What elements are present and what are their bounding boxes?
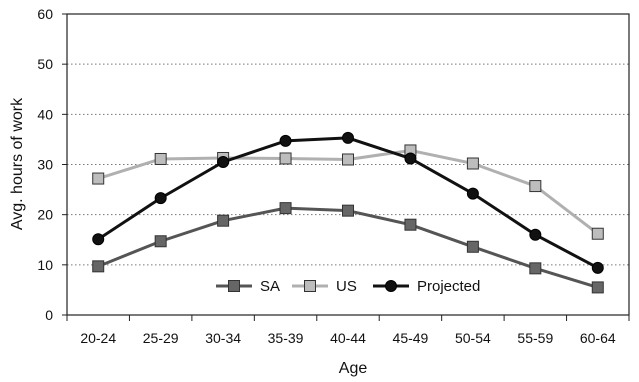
legend-marker-sa (228, 280, 240, 292)
point-us (466, 157, 479, 170)
point-projected (529, 228, 542, 241)
point-sa (92, 260, 105, 273)
y-tick-label: 0 (45, 307, 53, 323)
legend-label-us: US (336, 278, 357, 295)
legend-marker-projected (385, 280, 397, 292)
y-tick-label: 60 (37, 6, 53, 22)
legend-label-projected: Projected (417, 278, 480, 295)
x-tick-label: 30-34 (205, 330, 241, 346)
legend-marker-us (304, 280, 316, 292)
x-tick-label: 20-24 (80, 330, 116, 346)
x-tick-label: 50-54 (455, 330, 491, 346)
series-layer (92, 131, 604, 294)
x-tick-label: 25-29 (143, 330, 179, 346)
series-projected (92, 131, 604, 274)
point-projected (279, 134, 292, 147)
legend-label-sa: SA (260, 278, 280, 295)
point-us (591, 227, 604, 240)
point-us (342, 153, 354, 166)
series-line-sa (97, 206, 599, 289)
y-tick-label: 50 (37, 56, 53, 72)
point-projected (342, 131, 354, 144)
point-sa (529, 262, 542, 275)
x-axis-ticks: 20-24 25-29 30-34 35-39 40-44 45-49 50-54 55-59… (66, 315, 630, 346)
legend-item-sa: SA (216, 278, 280, 295)
x-axis-label: Age (339, 360, 368, 377)
point-sa (591, 281, 604, 294)
point-projected (92, 233, 105, 246)
point-projected (217, 155, 230, 168)
point-sa (217, 214, 230, 227)
point-projected (466, 187, 479, 200)
point-sa (404, 218, 417, 231)
x-tick-label: 55-59 (517, 330, 553, 346)
x-tick-label: 35-39 (268, 330, 304, 346)
legend-item-us: US (292, 278, 357, 295)
x-tick-label: 60-64 (580, 330, 616, 346)
x-tick-label: 45-49 (393, 330, 429, 346)
series-sa (92, 202, 604, 294)
point-us (529, 180, 542, 193)
legend-item-projected: Projected (373, 278, 480, 295)
y-tick-label: 20 (37, 207, 53, 223)
y-axis-ticks: 0 10 20 30 40 50 60 (37, 6, 67, 323)
point-projected (154, 192, 167, 205)
y-tick-label: 30 (37, 157, 53, 173)
x-tick-label: 40-44 (330, 330, 366, 346)
point-us (92, 172, 105, 185)
point-projected (591, 261, 604, 274)
y-tick-label: 10 (37, 257, 53, 273)
point-sa (342, 204, 354, 217)
y-tick-label: 40 (37, 106, 53, 122)
point-projected (404, 152, 417, 165)
point-sa (279, 202, 292, 215)
point-sa (154, 235, 167, 248)
point-sa (466, 240, 479, 253)
legend: SA US Projected (216, 278, 480, 295)
y-axis-label: Avg. hours of work (9, 97, 26, 230)
point-us (154, 152, 167, 165)
point-us (279, 152, 292, 165)
